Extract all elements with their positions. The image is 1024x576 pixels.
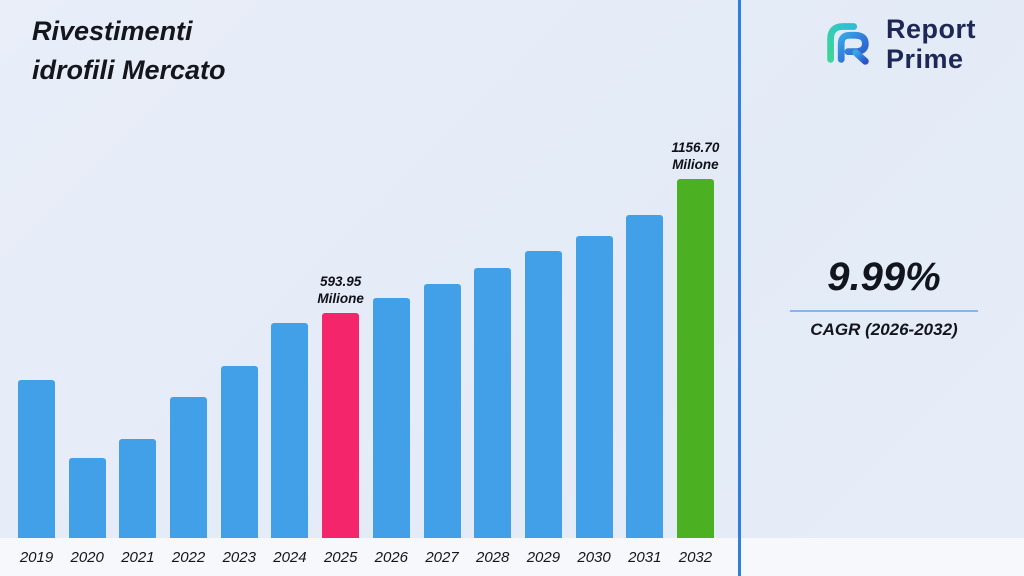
bar-2022 [170,396,208,538]
x-axis-label-2026: 2026 [374,548,408,566]
report-prime-logo: Report Prime [818,14,976,75]
bar-2030 [575,236,613,538]
bar-2032 [676,179,714,538]
x-axis-label-2020: 2020 [70,548,104,566]
bar-column-2030: 2030 [575,140,613,576]
x-axis-label-2031: 2031 [628,548,662,566]
cagr-label: CAGR (2026-2032) [810,320,958,339]
bar-column-2020: 2020 [68,140,106,576]
bar-column-2027: 2027 [423,140,461,576]
x-axis-label-2029: 2029 [526,548,561,566]
cagr-underline [790,310,978,312]
value-label-2032: 1156.70 Milione [671,140,720,173]
x-axis-label-2022: 2022 [171,548,206,566]
bar-column-2023: 2023 [220,140,258,576]
bar-2031 [626,215,664,538]
x-axis-label-2025: 2025 [323,548,358,566]
bar-2023 [220,366,258,538]
x-axis-label-2027: 2027 [425,548,459,566]
bar-2019 [18,380,55,538]
bar-column-2029: 2029 [524,140,562,576]
bar-2028 [474,268,512,538]
bar-column-2025: 593.95 Milione 2025 [317,140,364,576]
bar-column-2024: 2024 [271,140,309,576]
page-title: Rivestimenti idrofili Mercato [32,12,226,90]
logo-text-line1: Report [886,14,976,45]
bar-2025 [322,312,360,538]
x-axis-label-2032: 2032 [678,548,713,566]
x-axis-label-2028: 2028 [476,548,510,566]
x-axis-label-2023: 2023 [222,548,256,566]
chart-baseline-strip [0,538,1024,576]
bar-column-2021: 2021 [119,140,157,576]
page-title-line2: idrofili Mercato [32,55,226,86]
report-prime-logo-text: Report Prime [886,15,976,73]
logo-text-line2: Prime [886,43,964,74]
bar-2027 [423,284,461,538]
bar-2029 [524,251,562,538]
cagr-panel: 9.99% CAGR (2026-2032) [772,255,996,340]
bars-container: 2019 2020 2021 2022 2023 2024 593.95 Milione 202… [18,140,720,576]
bar-2021 [119,438,157,538]
bar-column-2026: 2026 [372,140,410,576]
bar-2020 [68,457,106,538]
x-axis-label-2019: 2019 [19,548,54,566]
x-axis-label-2030: 2030 [577,548,611,566]
bar-2024 [271,323,309,538]
vertical-divider [738,0,741,576]
page-title-line1: Rivestimenti [32,16,193,46]
x-axis-label-2024: 2024 [273,548,307,566]
bar-column-2032: 1156.70 Milione 2032 [672,140,720,576]
bar-column-2031: 2031 [626,140,664,576]
report-prime-logo-icon [818,14,876,75]
bar-column-2022: 2022 [170,140,208,576]
x-axis-label-2021: 2021 [121,548,155,566]
value-label-2025: 593.95 Milione [317,273,364,306]
bar-column-2019: 2019 [18,140,55,576]
bar-chart: 2019 2020 2021 2022 2023 2024 593.95 Milione 202… [18,140,720,576]
bar-2026 [372,298,410,538]
cagr-value: 9.99% [827,255,941,299]
bar-column-2028: 2028 [474,140,512,576]
